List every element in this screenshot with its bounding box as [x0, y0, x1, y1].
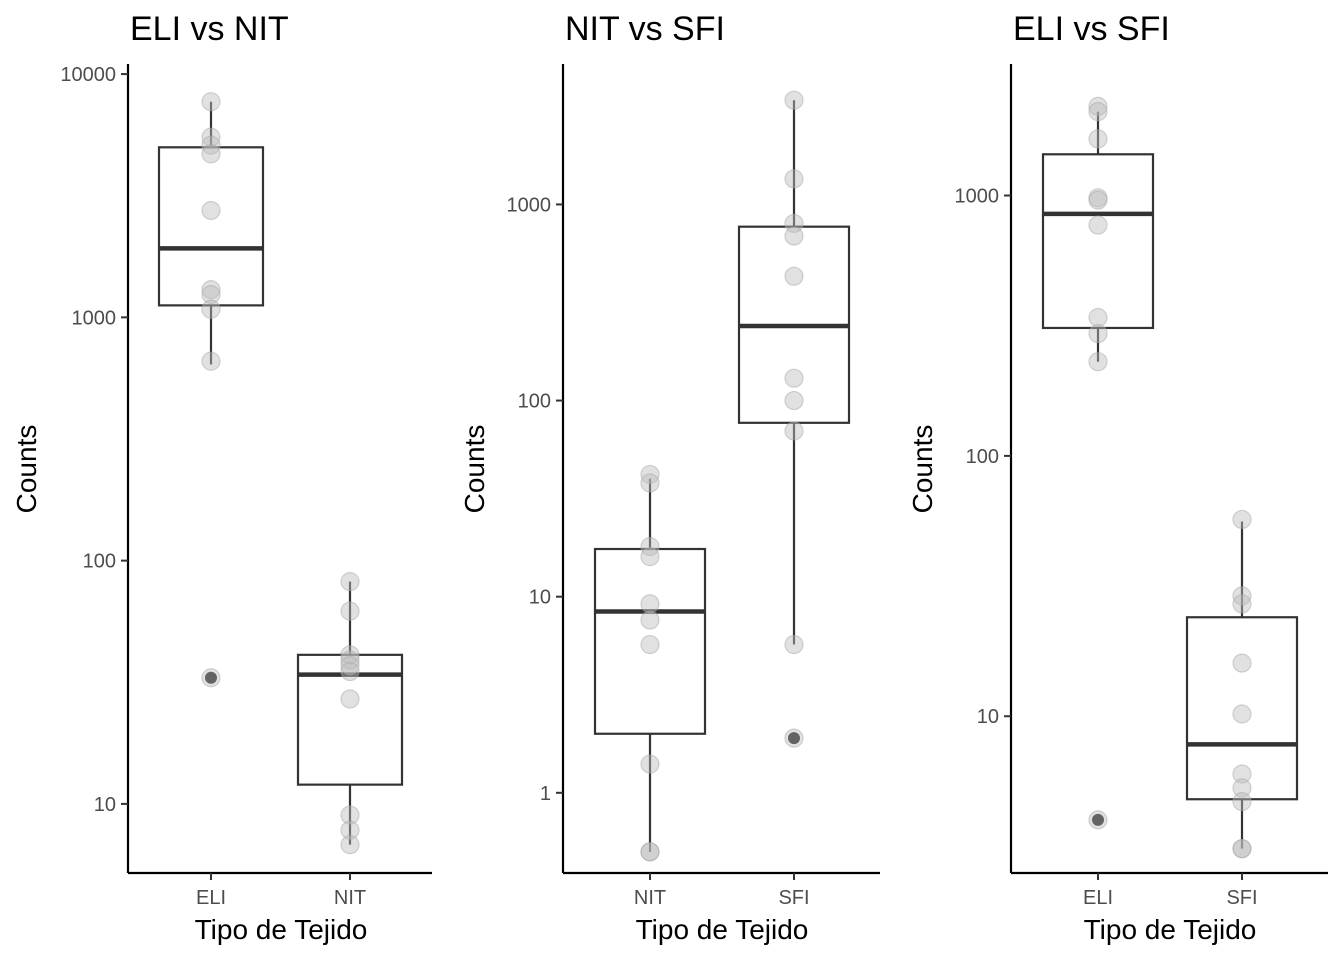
- panel-2: NIT vs SFI 1 10 100 1000 NIT SFI Tipo de Tejido…: [459, 10, 880, 945]
- data-point: [1232, 778, 1252, 798]
- data-point: [201, 351, 221, 371]
- x-axis-title: Tipo de Tejido: [195, 914, 368, 945]
- box-sfi: [1185, 616, 1299, 801]
- data-point: [640, 610, 660, 630]
- data-point: [340, 661, 360, 682]
- data-point: [1232, 509, 1252, 530]
- data-point: [340, 656, 360, 676]
- data-point: [784, 226, 804, 246]
- data-point: [640, 634, 660, 655]
- data-point: [1232, 764, 1252, 784]
- data-point: [784, 266, 804, 286]
- y-tick-label: 10: [977, 706, 999, 728]
- x-tick-label: ELI: [1083, 887, 1113, 909]
- data-point: [784, 728, 804, 748]
- y-tick-label: 10: [529, 587, 551, 609]
- x-axis-title: Tipo de Tejido: [636, 914, 809, 945]
- x-tick-label: NIT: [634, 887, 666, 909]
- outlier-point: [1092, 813, 1104, 826]
- data-point: [1088, 129, 1108, 149]
- data-point: [1232, 594, 1252, 614]
- data-point: [1088, 190, 1108, 210]
- data-point: [640, 842, 660, 862]
- data-point: [340, 689, 360, 709]
- data-point: [784, 368, 804, 388]
- data-point: [201, 280, 221, 300]
- y-tick-label: 10000: [60, 64, 116, 86]
- data-point: [640, 547, 660, 567]
- outlier-point: [205, 671, 217, 684]
- data-point: [784, 634, 804, 655]
- data-point: [201, 299, 221, 319]
- data-point: [1232, 653, 1252, 673]
- data-point: [1088, 102, 1108, 122]
- x-tick-label: SFI: [1226, 887, 1257, 909]
- data-point: [1088, 215, 1108, 235]
- data-point: [201, 92, 221, 112]
- data-point: [640, 473, 660, 493]
- data-point: [201, 127, 221, 147]
- data-point: [1232, 839, 1252, 859]
- data-point: [1232, 586, 1252, 606]
- panel-title: ELI vs SFI: [1013, 10, 1170, 48]
- panel-3: ELI vs SFI 10 100 1000 ELI SFI Tipo de Tejido C…: [907, 10, 1328, 945]
- data-point: [340, 650, 360, 670]
- data-point: [201, 144, 221, 164]
- data-point: [340, 805, 360, 825]
- data-point: [340, 645, 360, 665]
- data-point: [1088, 96, 1108, 116]
- data-point: [784, 390, 804, 411]
- data-point: [1088, 307, 1108, 328]
- x-tick-label: ELI: [196, 887, 226, 909]
- data-point: [1088, 352, 1108, 372]
- y-tick-label: 10: [94, 794, 116, 816]
- y-tick-label: 1000: [72, 307, 117, 329]
- y-tick-label: 1000: [507, 194, 552, 216]
- x-tick-label: NIT: [334, 887, 366, 909]
- data-point: [640, 537, 660, 557]
- data-point: [1088, 323, 1108, 344]
- data-point: [201, 668, 221, 688]
- data-point: [1232, 792, 1252, 812]
- y-axis-title: Counts: [459, 425, 490, 514]
- data-point: [1088, 810, 1108, 830]
- data-point: [340, 571, 360, 592]
- outlier-point: [788, 732, 800, 745]
- panel-1: ELI vs NIT 10 100 1000 10000 ELI NIT Tipo de Te…: [11, 10, 432, 945]
- x-tick-label: SFI: [778, 887, 809, 909]
- data-point: [1232, 704, 1252, 724]
- y-tick-label: 100: [83, 551, 116, 573]
- panel-title: ELI vs NIT: [130, 10, 289, 48]
- data-point: [201, 200, 221, 221]
- box-eli: [1041, 153, 1155, 330]
- y-tick-label: 100: [518, 391, 551, 413]
- y-axis-title: Counts: [11, 425, 42, 514]
- panel-title: NIT vs SFI: [565, 10, 725, 48]
- data-point: [640, 754, 660, 774]
- data-point: [784, 421, 804, 441]
- box-nit: [593, 547, 707, 735]
- data-point: [340, 820, 360, 840]
- data-point: [340, 835, 360, 855]
- data-point: [784, 169, 804, 189]
- data-point: [340, 601, 360, 621]
- x-axis-title: Tipo de Tejido: [1084, 914, 1257, 945]
- data-point: [201, 285, 221, 305]
- box-eli: [157, 146, 265, 307]
- y-axis-title: Counts: [907, 425, 938, 514]
- y-tick-label: 1000: [955, 186, 1000, 208]
- y-tick-label: 100: [966, 446, 999, 468]
- data-point: [640, 594, 660, 614]
- y-tick-label: 1: [540, 783, 551, 805]
- data-point: [784, 90, 804, 110]
